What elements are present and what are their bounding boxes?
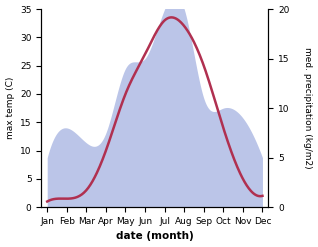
X-axis label: date (month): date (month) xyxy=(116,231,194,242)
Y-axis label: max temp (C): max temp (C) xyxy=(5,77,15,139)
Y-axis label: med. precipitation (kg/m2): med. precipitation (kg/m2) xyxy=(303,47,313,169)
